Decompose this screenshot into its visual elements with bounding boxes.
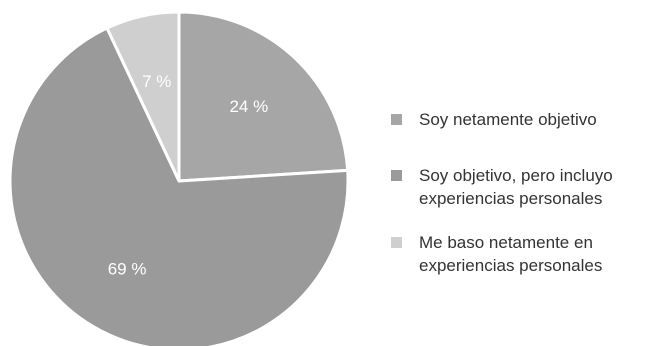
pie-slice-label-1: 24 % [229,97,268,116]
pie-slice-labels: 24 % 69 % 7 % [108,72,268,278]
legend-label-1: Soy netamente objetivo [419,110,597,129]
pie-slice-1 [177,10,350,183]
legend-label-2: Soy objetivo, pero incluyo experiencias p… [419,166,613,208]
legend-swatch-3 [391,237,402,248]
legend: Soy netamente objetivo Soy objetivo, pero… [391,110,613,275]
pie-slice-label-3: 7 % [142,72,171,91]
legend-label-3: Me baso netamente en experiencias persona… [419,233,602,275]
pie-slice-label-2: 69 % [108,259,147,278]
pie-slice-2 [8,26,350,346]
pie-slice-3 [105,10,181,182]
legend-swatch-2 [391,170,402,181]
pie-slices [8,10,350,346]
legend-swatch-1 [391,114,402,125]
